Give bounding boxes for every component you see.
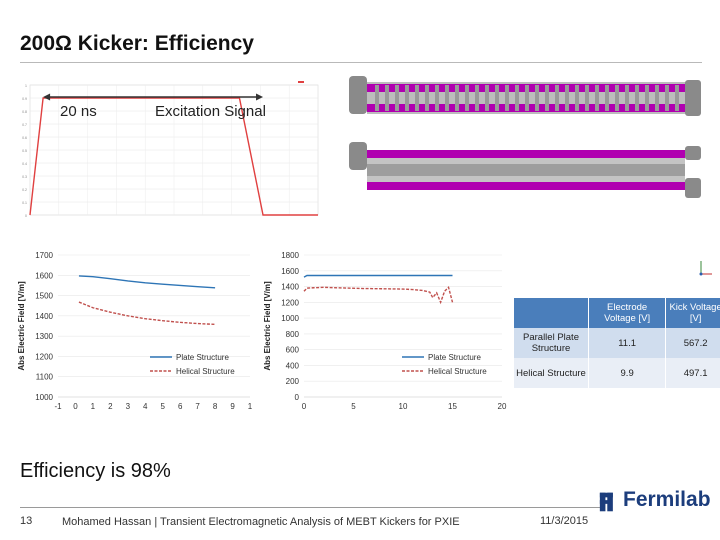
series-line-plate (78, 275, 216, 289)
x-tick-label: 3 (126, 402, 131, 411)
y-tick-label: 0.4 (22, 162, 27, 166)
axis-triad-icon (699, 261, 712, 276)
parallel-plate-model (349, 76, 701, 116)
series-line-helical (78, 301, 216, 326)
table-header-corner (514, 298, 589, 328)
y-tick-label: 0.6 (22, 136, 27, 140)
x-tick-label: 4 (143, 402, 148, 411)
arrow-head-left (43, 93, 51, 101)
y-tick-label: 1100 (36, 373, 54, 382)
kick-voltage-cell: 567.2 (665, 328, 720, 358)
y-tick-label: 1000 (281, 314, 299, 323)
table-header-row: Electrode Voltage [V] Kick Voltage [V] (514, 298, 720, 328)
series-line-excitation (29, 97, 318, 216)
legend-label: Plate Structure (428, 353, 481, 362)
field-vs-longitudinal-position-chart: 0 200 400 600 800 1000 1200 1400 1600 1800 0 5 10 15 2… (263, 251, 507, 415)
y-tick-label: 0 (25, 214, 27, 218)
x-tick-label: 1 (248, 402, 253, 411)
legend-label: Plate Structure (176, 353, 229, 362)
y-tick-label: 1400 (35, 312, 53, 321)
y-tick-label: 0.8 (22, 110, 27, 114)
legend-label: Helical Structure (176, 367, 235, 376)
y-tick-label: 1600 (35, 271, 53, 280)
efficiency-statement: Efficiency is 98% (20, 460, 171, 482)
x-axis-label: Longitudinal Position [in] (355, 414, 452, 415)
y-tick-label: 0.7 (22, 123, 27, 127)
x-tick-label: 0 (73, 402, 78, 411)
y-axis-label: Abs Electric Field [V/m] (17, 281, 26, 371)
slide-title: 200Ω Kicker: Efficiency (20, 32, 254, 55)
y-tick-label: 400 (286, 361, 300, 370)
y-tick-label: 200 (286, 377, 300, 386)
y-axis-label: Abs Electric Field [V/m] (263, 281, 272, 371)
footer-divider (20, 507, 600, 508)
electrode-voltage-cell: 9.9 (588, 358, 667, 388)
y-tick-label: 600 (286, 346, 300, 355)
y-tick-label: 800 (286, 330, 300, 339)
electrode-voltage-cell: 11.1 (588, 328, 667, 358)
series-line-helical (303, 285, 454, 305)
x-tick-label: 10 (399, 402, 408, 411)
table-row: Helical Structure 9.9 497.1 (514, 358, 720, 388)
y-tick-label: 1000 (35, 393, 53, 402)
series-line-plate (303, 274, 453, 278)
x-tick-label: 5 (351, 402, 356, 411)
y-tick-label: 0.2 (22, 188, 27, 192)
y-tick-label: 1500 (35, 292, 53, 301)
title-divider (20, 62, 702, 63)
footer-author: Mohamed Hassan | Transient Electromagnet… (62, 516, 460, 528)
excitation-signal-chart: 0 0.1 0.2 0.3 0.4 0.5 0.6 0.7 0.8 0.9 1 (22, 81, 319, 218)
row-label: Parallel Plate Structure (514, 328, 589, 358)
x-axis-label: Distance from Electrode [mm] (97, 414, 211, 415)
y-tick-label: 1400 (281, 283, 299, 292)
legend-swatch (298, 81, 304, 83)
y-tick-label: 1 (25, 84, 27, 88)
kick-voltage-cell: 497.1 (665, 358, 720, 388)
x-tick-label: 1 (91, 402, 96, 411)
footer-date: 11/3/2015 (540, 515, 589, 527)
y-tick-label: 0.3 (22, 175, 27, 179)
x-tick-label: 9 (230, 402, 235, 411)
x-tick-label: -1 (54, 402, 62, 411)
table-header-kick-voltage: Kick Voltage [V] (665, 298, 720, 328)
row-label: Helical Structure (514, 358, 589, 388)
x-tick-label: 0 (302, 402, 307, 411)
x-tick-label: 2 (108, 402, 113, 411)
x-tick-label: 5 (161, 402, 166, 411)
annotation-excitation-signal: Excitation Signal (155, 103, 266, 120)
y-tick-label: 0.5 (22, 149, 27, 153)
table-header-electrode-voltage: Electrode Voltage [V] (588, 298, 667, 328)
x-tick-label: 6 (178, 402, 183, 411)
field-vs-distance-chart: 1000 1100 1200 1300 1400 1500 1600 1700 -1 0 1 2 3 4 5… (17, 251, 253, 415)
page-number: 13 (20, 515, 33, 527)
table-row: Parallel Plate Structure 11.1 567.2 (514, 328, 720, 358)
legend-label: Helical Structure (428, 367, 487, 376)
helical-structure-model (349, 142, 701, 198)
fermilab-logo-text: Fermilab (623, 488, 711, 511)
annotation-20ns: 20 ns (60, 103, 97, 120)
x-tick-label: 20 (498, 402, 507, 411)
kick-voltage-table: Electrode Voltage [V] Kick Voltage [V] P… (514, 298, 720, 388)
y-tick-label: 1200 (35, 352, 53, 361)
x-tick-label: 8 (213, 402, 218, 411)
kicker-structure-3d-view (349, 76, 701, 198)
y-tick-label: 1600 (281, 267, 299, 276)
x-tick-label: 7 (195, 402, 200, 411)
y-tick-label: 1300 (35, 332, 53, 341)
arrow-head-right (256, 93, 264, 101)
y-tick-label: 1200 (281, 298, 299, 307)
y-tick-label: 0.9 (22, 97, 27, 101)
y-tick-label: 0.1 (22, 201, 27, 205)
y-tick-label: 1700 (35, 251, 53, 260)
x-tick-label: 15 (448, 402, 457, 411)
fermilab-logo-icon (599, 492, 613, 512)
y-tick-label: 0 (295, 393, 300, 402)
y-tick-label: 1800 (281, 251, 299, 260)
